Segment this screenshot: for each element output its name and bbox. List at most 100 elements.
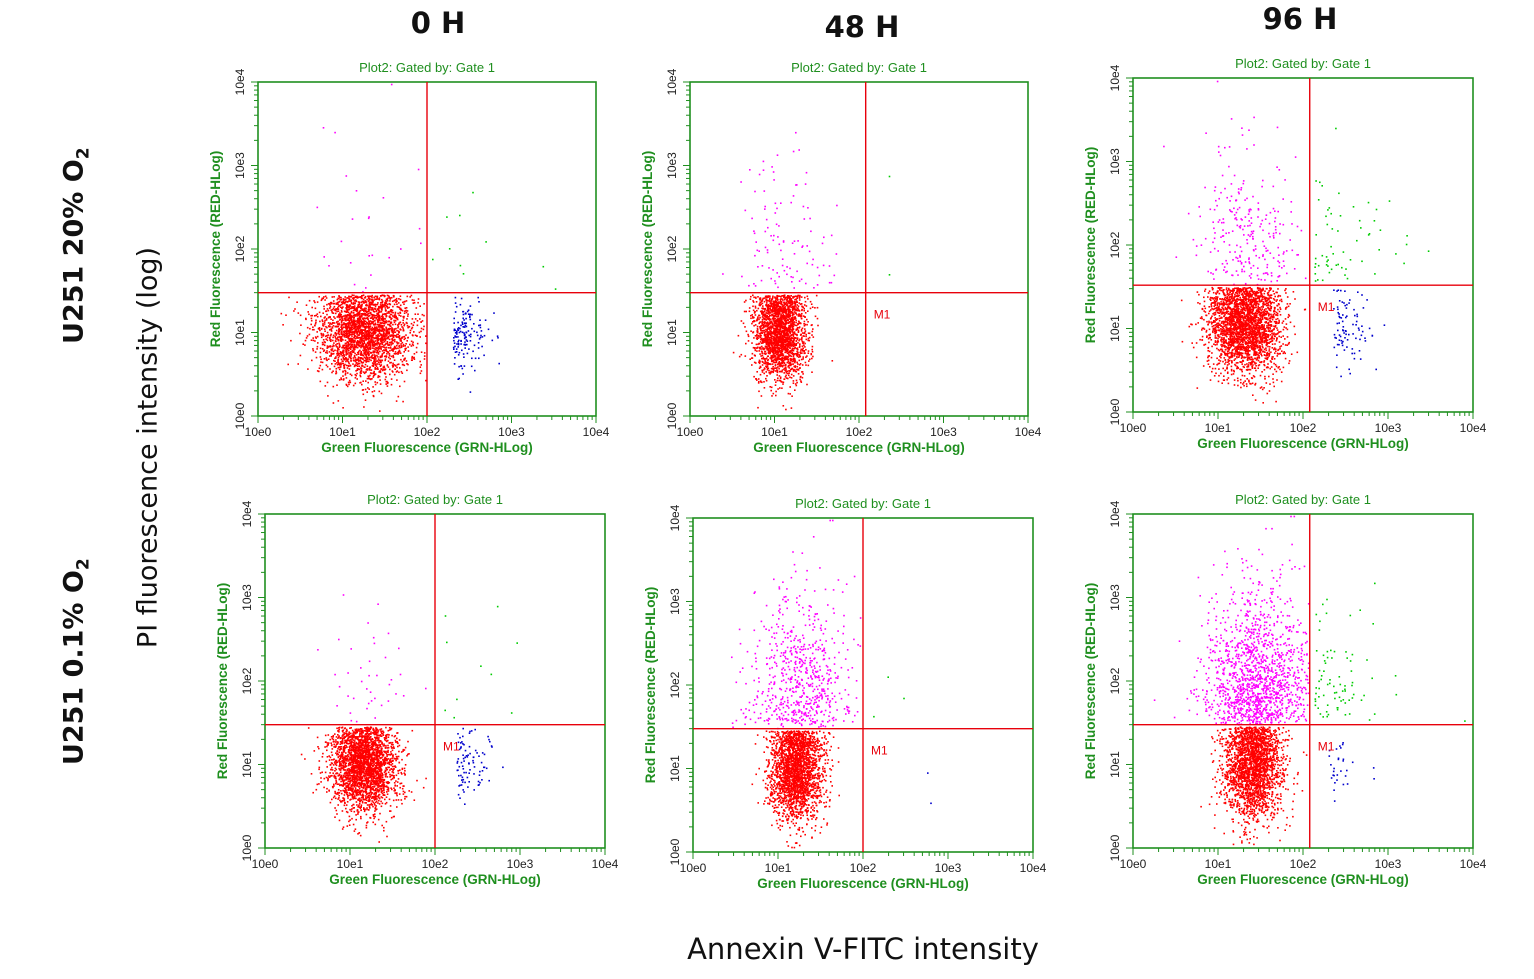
scatter-point: [454, 357, 456, 359]
scatter-point: [470, 333, 472, 336]
scatter-point: [381, 354, 383, 357]
scatter-point: [780, 309, 783, 312]
scatter-point: [371, 336, 373, 339]
scatter-point: [385, 302, 388, 305]
scatter-point: [452, 346, 455, 349]
scatter-point: [350, 338, 353, 341]
scatter-point: [324, 385, 327, 387]
scatter-point: [764, 336, 767, 338]
scatter-point: [349, 373, 352, 375]
scatter-point: [341, 324, 343, 326]
scatter-point: [759, 341, 762, 343]
scatter-point: [362, 337, 364, 339]
scatter-point: [784, 358, 786, 361]
scatter-point: [795, 300, 798, 302]
scatter-point: [364, 350, 367, 353]
scatter-point: [374, 319, 376, 322]
scatter-point: [767, 322, 770, 324]
scatter-point: [343, 322, 345, 324]
scatter-point: [354, 335, 357, 337]
scatter-point: [375, 358, 377, 360]
scatter-point: [345, 329, 347, 332]
scatter-point: [775, 298, 777, 300]
scatter-point: [783, 296, 785, 299]
scatter-point: [757, 378, 760, 380]
scatter-point: [794, 298, 797, 301]
scatter-point: [351, 337, 353, 340]
scatter-point: [373, 371, 375, 374]
scatter-point: [789, 304, 791, 307]
scatter-point: [337, 347, 339, 350]
scatter-point: [780, 307, 783, 309]
scatter-point: [808, 332, 811, 335]
scatter-point: [803, 309, 805, 312]
scatter-point: [365, 343, 368, 346]
scatter-point: [772, 295, 774, 298]
scatter-point: [473, 344, 476, 347]
scatter-point: [396, 317, 399, 319]
scatter-point: [373, 351, 375, 354]
scatter-point: [373, 304, 376, 306]
scatter-point: [788, 361, 791, 364]
scatter-point: [352, 345, 354, 348]
scatter-point: [371, 354, 374, 357]
scatter-point: [757, 317, 759, 320]
scatter-point: [783, 298, 786, 301]
scatter-point: [379, 356, 381, 358]
scatter-point: [310, 323, 312, 326]
scatter-point: [346, 341, 348, 344]
scatter-point: [346, 336, 348, 338]
scatter-point: [776, 324, 778, 327]
scatter-point: [755, 378, 757, 380]
scatter-point: [335, 334, 338, 336]
scatter-point: [368, 337, 370, 340]
scatter-point: [351, 351, 354, 353]
scatter-point: [740, 353, 743, 356]
scatter-point: [406, 295, 409, 298]
scatter-point: [460, 297, 463, 300]
scatter-point: [811, 350, 814, 353]
scatter-point: [795, 384, 798, 387]
scatter-point: [788, 338, 790, 340]
scatter-point: [413, 321, 415, 324]
scatter-point: [799, 355, 801, 358]
scatter-point: [326, 365, 329, 368]
scatter-point: [785, 338, 787, 341]
scatter-point: [349, 324, 352, 326]
scatter-point: [768, 307, 770, 310]
scatter-point: [369, 348, 372, 351]
scatter-point: [391, 311, 393, 313]
scatter-point: [340, 338, 343, 340]
scatter-point: [774, 348, 776, 351]
scatter-point: [419, 336, 421, 338]
scatter-point: [348, 354, 350, 356]
scatter-point: [384, 339, 387, 342]
scatter-point: [384, 338, 387, 340]
scatter-point: [776, 363, 779, 366]
scatter-point: [467, 330, 470, 332]
scatter-point: [361, 339, 364, 342]
scatter-point: [406, 340, 408, 342]
scatter-point: [805, 333, 807, 336]
scatter-point: [380, 324, 382, 327]
scatter-point: [397, 325, 400, 328]
scatter-point: [775, 361, 778, 364]
scatter-point: [352, 323, 355, 326]
scatter-point: [352, 348, 355, 350]
scatter-point: [314, 307, 317, 310]
scatter-point: [343, 344, 346, 347]
scatter-point: [364, 353, 367, 355]
scatter-point: [777, 310, 780, 312]
scatter-point: [457, 340, 459, 343]
scatter-point: [370, 359, 372, 362]
scatter-point: [360, 304, 362, 307]
scatter-point: [345, 332, 348, 334]
scatter-point: [381, 342, 383, 344]
scatter-point: [374, 366, 376, 369]
scatter-point: [394, 345, 396, 348]
scatter-point: [773, 337, 776, 339]
scatter-point: [338, 330, 341, 333]
scatter-point: [352, 363, 354, 365]
scatter-point: [797, 348, 799, 351]
scatter-point: [341, 327, 344, 329]
